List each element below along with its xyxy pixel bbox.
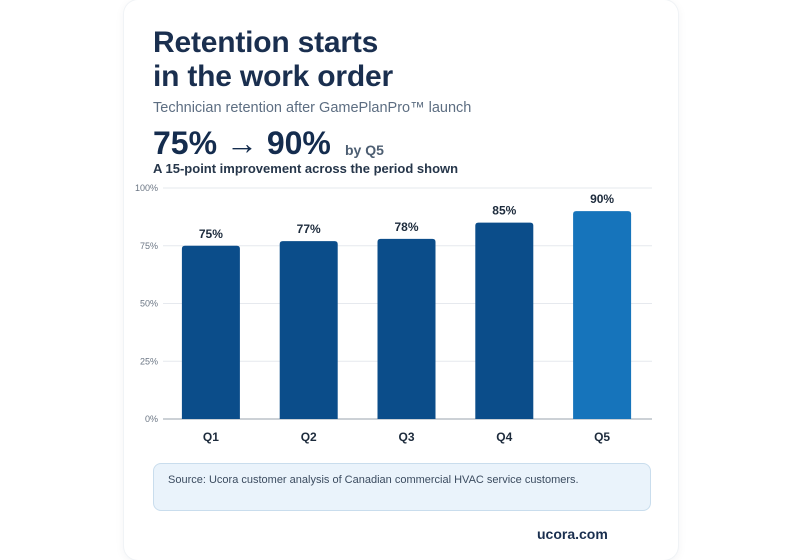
y-tick-label: 100% — [135, 183, 158, 193]
headline-note: by Q5 — [345, 142, 384, 158]
headline-stat: 75% → 90% — [153, 125, 331, 161]
title-line-1: Retention starts — [153, 26, 379, 59]
bar — [181, 245, 240, 419]
x-tick-label: Q4 — [496, 430, 512, 444]
data-label: 78% — [394, 220, 418, 234]
y-tick-label: 50% — [140, 299, 158, 309]
data-label: 75% — [199, 227, 223, 241]
data-label: 90% — [590, 192, 614, 206]
y-tick-label: 0% — [145, 414, 158, 424]
brand-link[interactable]: ucora.com — [537, 526, 608, 542]
chart-caption: A 15-point improvement across the period… — [153, 161, 459, 176]
bar — [475, 222, 534, 419]
bar — [573, 211, 632, 419]
x-tick-label: Q1 — [203, 430, 219, 444]
x-tick-label: Q3 — [398, 430, 414, 444]
bar — [377, 238, 436, 419]
bar — [279, 241, 338, 419]
source-note: Source: Ucora customer analysis of Canad… — [153, 463, 651, 511]
page-title: Retention starts in the work order — [153, 26, 393, 94]
data-label: 77% — [297, 222, 321, 236]
data-label: 85% — [492, 204, 516, 218]
x-tick-label: Q2 — [301, 430, 317, 444]
y-tick-label: 25% — [140, 356, 158, 366]
chart-subtitle: Technician retention after GamePlanPro™ … — [153, 100, 472, 116]
x-tick-label: Q5 — [594, 430, 610, 444]
title-line-2: in the work order — [153, 60, 393, 93]
y-tick-label: 75% — [140, 241, 158, 251]
source-text: Source: Ucora customer analysis of Canad… — [168, 474, 579, 486]
